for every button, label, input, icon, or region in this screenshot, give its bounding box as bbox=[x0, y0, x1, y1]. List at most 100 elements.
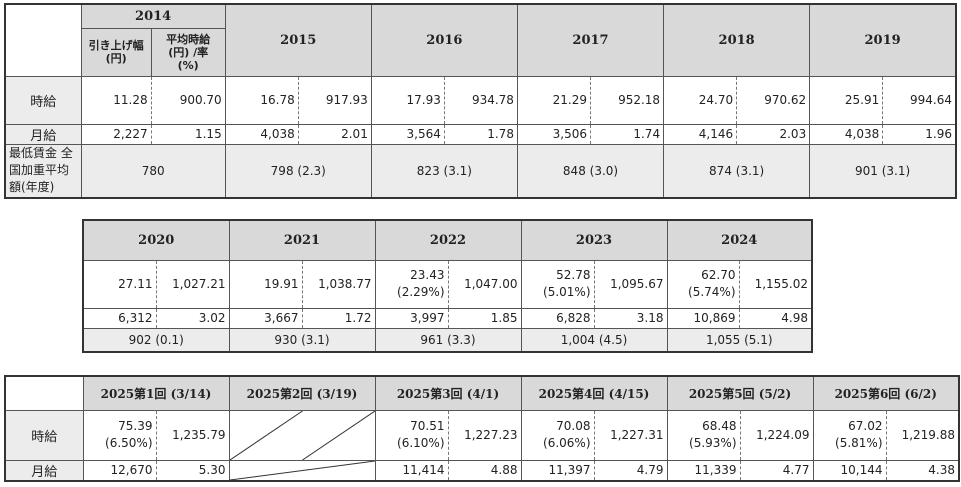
year-header: 2022 bbox=[374, 219, 522, 261]
year-header: 2021 bbox=[228, 219, 376, 261]
min-wage-value: 1,055 (5.1) bbox=[666, 327, 813, 353]
row-label-monthly: 月給 bbox=[4, 459, 84, 481]
round-header: 2025第4回 (4/15) bbox=[520, 375, 668, 411]
empty-cell-slash bbox=[228, 409, 376, 461]
monthly-row: 月給 12,670 5.30 11,414 4.88 11,397 4.79 1… bbox=[4, 459, 960, 481]
min-wage-value: 823 (3.1) bbox=[370, 143, 518, 199]
average-value: 1,224.09 bbox=[739, 409, 814, 461]
min-wage-value: 902 (0.1) bbox=[82, 327, 230, 353]
year-header: 2023 bbox=[520, 219, 668, 261]
min-wage-value: 901 (3.1) bbox=[809, 143, 957, 199]
raise-value: 16.78 bbox=[224, 75, 299, 125]
raise-value: 3,997 bbox=[374, 307, 449, 329]
average-value: 970.62 bbox=[736, 75, 811, 125]
round-header: 2025第2回 (3/19) bbox=[228, 375, 376, 411]
row-label-hourly: 時給 bbox=[4, 409, 84, 461]
average-value: 994.64 bbox=[882, 75, 957, 125]
average-value: 1,227.31 bbox=[593, 409, 668, 461]
round-header: 2025第6回 (6/2) bbox=[812, 375, 960, 411]
min-wage-value: 1,004 (4.5) bbox=[520, 327, 668, 353]
raise-value: 6,312 bbox=[82, 307, 157, 329]
round-header: 2025第3回 (4/1) bbox=[374, 375, 522, 411]
average-value: 952.18 bbox=[590, 75, 665, 125]
average-value: 1,155.02 bbox=[738, 259, 813, 309]
average-value: 900.70 bbox=[150, 75, 226, 125]
wage-table-2020-2024: 2020 2021 2022 2023 2024 27.11 1,027.21 … bbox=[82, 219, 813, 353]
raise-value: 6,828 bbox=[520, 307, 595, 329]
year-header: 2024 bbox=[666, 219, 813, 261]
raise-value: 52.78 (5.01%) bbox=[520, 259, 595, 309]
rate-value: 4.79 bbox=[593, 459, 668, 481]
average-value: 1,027.21 bbox=[155, 259, 230, 309]
row-label-min-wage: 最低賃金 全国加重平均額(年度) bbox=[4, 143, 82, 199]
raise-value: 17.93 bbox=[370, 75, 445, 125]
min-wage-value: 798 (2.3) bbox=[224, 143, 372, 199]
min-wage-row: 最低賃金 全国加重平均額(年度) 780 798 (2.3) 823 (3.1)… bbox=[4, 143, 957, 199]
raise-value: 3,667 bbox=[228, 307, 303, 329]
rate-value: 4.88 bbox=[447, 459, 522, 481]
rate-value: 1.74 bbox=[590, 123, 665, 145]
raise-value: 70.08 (6.06%) bbox=[520, 409, 595, 461]
raise-value: 4,038 bbox=[809, 123, 884, 145]
raise-value: 62.70 (5.74%) bbox=[666, 259, 740, 309]
rate-value: 2.01 bbox=[297, 123, 372, 145]
raise-value: 11,414 bbox=[374, 459, 449, 481]
average-value: 1,219.88 bbox=[885, 409, 960, 461]
wage-table-2025-rounds: 2025第1回 (3/14) 2025第2回 (3/19) 2025第3回 (4… bbox=[4, 375, 960, 482]
raise-value: 4,146 bbox=[663, 123, 738, 145]
min-wage-value: 961 (3.3) bbox=[374, 327, 522, 353]
rate-value: 4.38 bbox=[885, 459, 960, 481]
rate-value: 3.02 bbox=[155, 307, 230, 329]
min-wage-value: 874 (3.1) bbox=[663, 143, 811, 199]
raise-value: 19.91 bbox=[228, 259, 303, 309]
hourly-row: 27.11 1,027.21 19.91 1,038.77 23.43 (2.29… bbox=[82, 259, 813, 309]
diagonal-line-icon bbox=[230, 411, 375, 460]
raise-value: 68.48 (5.93%) bbox=[666, 409, 741, 461]
raise-value: 10,144 bbox=[812, 459, 887, 481]
min-wage-row: 902 (0.1) 930 (3.1) 961 (3.3) 1,004 (4.5… bbox=[82, 327, 813, 353]
raise-value: 21.29 bbox=[516, 75, 592, 125]
average-value: 1,235.79 bbox=[155, 409, 230, 461]
raise-value: 11,339 bbox=[666, 459, 741, 481]
hourly-row: 時給 75.39 (6.50%) 1,235.79 70.51 (6.10%) 1,… bbox=[4, 409, 960, 461]
row-label-hourly: 時給 bbox=[4, 75, 82, 125]
corner-cell bbox=[4, 375, 84, 411]
average-value: 1,047.00 bbox=[447, 259, 522, 309]
year-header: 2019 bbox=[809, 3, 957, 77]
raise-value: 4,038 bbox=[224, 123, 299, 145]
min-wage-value: 930 (3.1) bbox=[228, 327, 376, 353]
round-header: 2025第5回 (5/2) bbox=[666, 375, 814, 411]
sub-header-raise: 引き上げ幅 (円) bbox=[80, 27, 152, 77]
rate-value: 3.18 bbox=[593, 307, 668, 329]
rate-value: 4.77 bbox=[739, 459, 814, 481]
min-wage-value: 780 bbox=[80, 143, 226, 199]
rate-value: 5.30 bbox=[155, 459, 230, 481]
wage-table-2014-2019: 2014 2015 2016 2017 2018 2019 引き上げ幅 (円) … bbox=[4, 3, 957, 199]
raise-value: 11.28 bbox=[80, 75, 152, 125]
average-value: 1,227.23 bbox=[447, 409, 522, 461]
rate-value: 1.15 bbox=[150, 123, 226, 145]
year-header: 2015 bbox=[224, 3, 372, 77]
raise-value: 24.70 bbox=[663, 75, 738, 125]
raise-value: 75.39 (6.50%) bbox=[82, 409, 157, 461]
monthly-row: 月給 2,227 1.15 4,038 2.01 3,564 1.78 3,50… bbox=[4, 123, 957, 145]
raise-value: 27.11 bbox=[82, 259, 157, 309]
year-header: 2020 bbox=[82, 219, 230, 261]
year-header: 2014 bbox=[80, 3, 226, 29]
average-value: 1,038.77 bbox=[301, 259, 376, 309]
raise-value: 23.43 (2.29%) bbox=[374, 259, 449, 309]
rate-value: 4.98 bbox=[738, 307, 813, 329]
raise-value: 10,869 bbox=[666, 307, 740, 329]
row-label-monthly: 月給 bbox=[4, 123, 82, 145]
raise-value: 2,227 bbox=[80, 123, 152, 145]
rate-value: 1.72 bbox=[301, 307, 376, 329]
round-header: 2025第1回 (3/14) bbox=[82, 375, 230, 411]
raise-value: 3,564 bbox=[370, 123, 445, 145]
average-value: 1,095.67 bbox=[593, 259, 668, 309]
hourly-row: 時給 11.28 900.70 16.78 917.93 17.93 934.7… bbox=[4, 75, 957, 125]
year-header: 2016 bbox=[370, 3, 518, 77]
rate-value: 1.78 bbox=[443, 123, 518, 145]
sub-header-average: 平均時給 (円) /率 (%) bbox=[150, 27, 226, 77]
average-value: 917.93 bbox=[297, 75, 372, 125]
raise-value: 67.02 (5.81%) bbox=[812, 409, 887, 461]
